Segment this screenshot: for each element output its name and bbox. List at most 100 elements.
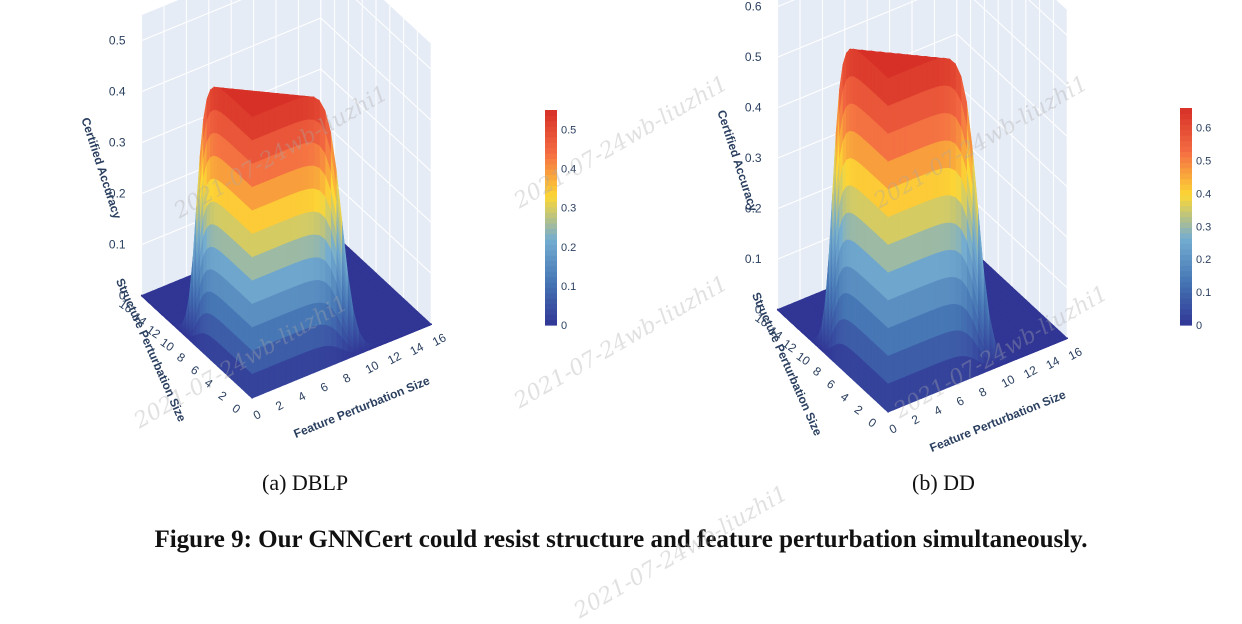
surface-side-cell xyxy=(878,264,881,295)
surface-side-cell xyxy=(860,359,863,390)
surface-side-cell xyxy=(854,132,857,162)
colorbar-segment xyxy=(545,277,557,283)
surface-side-cell xyxy=(214,317,217,343)
surface-side-cell xyxy=(857,300,860,331)
surface-side-cell xyxy=(944,196,950,224)
surface-side-cell xyxy=(874,205,877,236)
surface-side-cell xyxy=(238,315,241,342)
surface-side-cell xyxy=(899,238,905,268)
surface-side-cell xyxy=(269,342,275,368)
surface-side-cell xyxy=(867,310,870,341)
surface-side-cell xyxy=(302,166,308,191)
x-tick-label: 2 xyxy=(909,412,922,428)
surface-side-cell xyxy=(916,315,922,345)
surface-side-cell xyxy=(228,235,231,262)
surface-side-cell xyxy=(263,227,269,253)
surface-side-cell xyxy=(944,359,950,389)
surface-side-cell xyxy=(857,106,860,136)
colorbar-segment xyxy=(545,255,557,261)
surface-side-cell xyxy=(314,235,320,258)
colorbar-segment xyxy=(1180,211,1192,217)
colorbar-segment xyxy=(545,244,557,250)
surface-side-cell xyxy=(905,347,911,377)
surface-side-cell xyxy=(297,261,303,286)
surface-side-cell xyxy=(221,90,224,116)
surface-side-cell xyxy=(961,357,967,382)
y-tick-label: 2 xyxy=(216,388,230,403)
surface-side-cell xyxy=(224,232,227,258)
surface-side-cell xyxy=(867,254,870,285)
surface-side-cell xyxy=(314,325,320,349)
surface-side-cell xyxy=(286,359,292,385)
surface-side-cell xyxy=(242,272,245,299)
x-tick-label: 2 xyxy=(273,398,286,414)
surface-side-cell xyxy=(850,104,853,132)
surface-side-cell xyxy=(885,353,888,384)
surface-side-cell xyxy=(871,174,874,205)
surface-side-cell xyxy=(242,342,245,369)
surface-side-cell xyxy=(922,285,928,315)
colorbar-segment xyxy=(545,137,557,143)
surface-side-cell xyxy=(211,179,214,202)
z-tick-label: 0.3 xyxy=(745,151,762,165)
surface-side-cell xyxy=(286,102,292,128)
surface-side-cell xyxy=(843,294,846,321)
colorbar-tick-label: 0 xyxy=(1196,320,1202,332)
surface-side-cell xyxy=(286,265,292,291)
surface-side-cell xyxy=(922,202,928,232)
colorbar-segment xyxy=(545,250,557,256)
surface-side-cell xyxy=(860,192,863,223)
surface-side-cell xyxy=(235,289,238,316)
colorbar-segment xyxy=(1180,184,1192,190)
colorbar-segment xyxy=(545,142,557,148)
surface-side-cell xyxy=(905,375,911,405)
y-tick-label: 6 xyxy=(824,377,838,392)
surface-side-cell xyxy=(894,296,900,326)
surface-side-cell xyxy=(955,251,961,280)
surface-side-cell xyxy=(871,202,874,233)
surface-side-cell xyxy=(235,218,238,245)
surface-side-cell xyxy=(864,57,867,88)
x-tick-label: 4 xyxy=(296,389,309,405)
surface-side-cell xyxy=(989,366,995,371)
surface-side-cell xyxy=(938,196,944,225)
colorbar-segment xyxy=(545,304,557,310)
surface-side-cell xyxy=(286,335,292,361)
surface-side-cell xyxy=(274,316,280,342)
surface-side-cell xyxy=(944,332,950,361)
surface-side-cell xyxy=(857,134,860,164)
colorbar-segment xyxy=(545,180,557,186)
surface-side-cell xyxy=(245,275,248,302)
z-tick-label: 0.1 xyxy=(109,238,126,252)
surface-side-cell xyxy=(211,156,214,180)
surface-side-cell xyxy=(894,130,900,160)
colorbar-segment xyxy=(545,271,557,277)
surface-side-cell xyxy=(308,120,314,143)
colorbar-segment xyxy=(545,115,557,121)
surface-side-cell xyxy=(910,373,916,403)
surface-side-cell xyxy=(854,352,857,383)
surface-side-cell xyxy=(249,138,252,165)
surface-side-cell xyxy=(302,259,308,284)
surface-side-cell xyxy=(269,272,275,298)
colorbar-segment xyxy=(1180,113,1192,119)
surface-side-cell xyxy=(910,289,916,319)
surface-side-cell xyxy=(822,349,825,355)
surface-side-cell xyxy=(291,146,297,171)
surface-side-cell xyxy=(302,352,308,377)
x-tick-label: 12 xyxy=(385,349,404,368)
surface-side-cell xyxy=(218,320,221,346)
surface-side-cell xyxy=(933,364,939,394)
surface-side-cell xyxy=(864,168,867,199)
colorbar-segment xyxy=(545,175,557,181)
figure-caption: Figure 9: Our GNNCert could resist struc… xyxy=(0,526,1242,554)
colorbar-segment xyxy=(1180,151,1192,157)
surface-side-cell xyxy=(263,368,269,394)
surface-side-cell xyxy=(238,268,241,295)
surface-side-cell xyxy=(258,347,264,373)
surface-side-cell xyxy=(228,329,231,356)
colorbar-segment xyxy=(545,314,557,320)
surface-side-cell xyxy=(916,93,922,123)
surface-side-cell xyxy=(871,313,874,344)
surface-side-cell xyxy=(214,271,217,296)
